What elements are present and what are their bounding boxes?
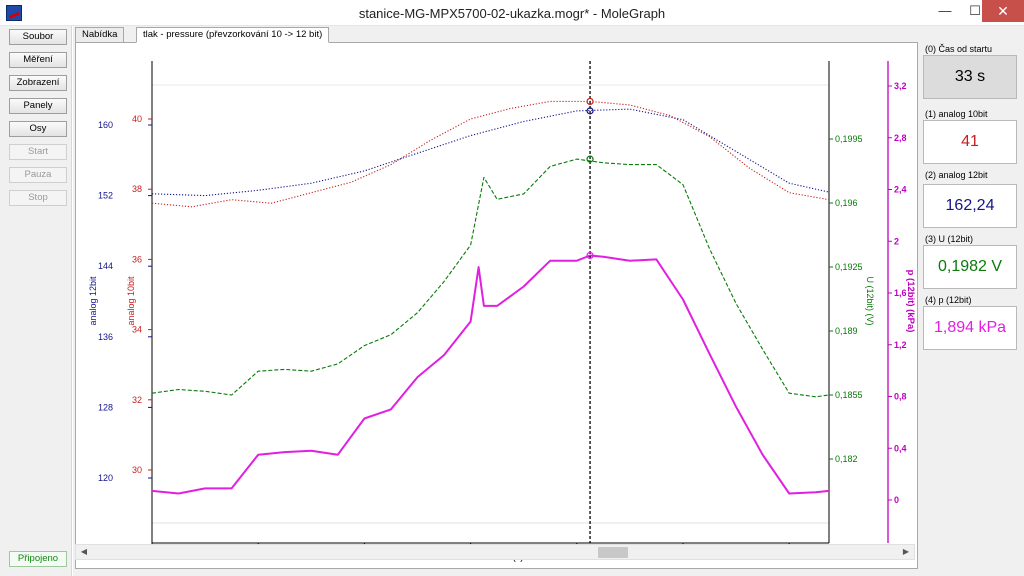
tick-label-analog10-1: 38 bbox=[132, 184, 142, 194]
series-line-p-12bit- bbox=[151, 254, 830, 495]
osy-button[interactable]: Osy bbox=[9, 121, 67, 137]
graph-panel: 0816243240481601521441361281204038363432… bbox=[75, 42, 918, 569]
tick-label-p-6: 0,8 bbox=[894, 392, 907, 402]
tick-label-U-5: 0,182 bbox=[835, 454, 858, 464]
panely-button[interactable]: Panely bbox=[9, 98, 67, 114]
tick-label-p-1: 2,8 bbox=[894, 133, 907, 143]
tick-label-p-5: 1,2 bbox=[894, 340, 907, 350]
readout-panel: (0) Čas od startu 33 s (1) analog 10bit … bbox=[919, 26, 1024, 576]
tick-label-U-0: 0,1995 bbox=[835, 134, 863, 144]
tick-label-analog12-2: 144 bbox=[98, 261, 113, 271]
tick-label-p-4: 1,6 bbox=[894, 288, 907, 298]
tick-label-analog12-1: 152 bbox=[98, 191, 113, 201]
cursor-marker-3 bbox=[586, 251, 594, 260]
readout-label-U: (3) U (12bit) bbox=[925, 234, 974, 244]
molegraph-app-icon bbox=[6, 5, 22, 21]
window-title: stanice-MG-MPX5700-02-ukazka.mogr* - Mol… bbox=[358, 6, 666, 21]
tick-label-U-4: 0,1855 bbox=[835, 390, 863, 400]
maximize-button[interactable]: ☐ bbox=[969, 3, 981, 18]
tick-label-analog10-5: 30 bbox=[132, 465, 142, 475]
tab-nabidka[interactable]: Nabídka bbox=[75, 27, 125, 43]
horizontal-scrollbar[interactable]: ◀ ▶ bbox=[75, 544, 915, 560]
cursor-marker-1 bbox=[586, 107, 594, 115]
scroll-left-icon[interactable]: ◀ bbox=[80, 547, 88, 556]
mereni-button[interactable]: Měření bbox=[9, 52, 67, 68]
tick-label-analog10-3: 34 bbox=[132, 325, 142, 335]
pauza-button[interactable]: Pauza bbox=[9, 167, 67, 183]
stop-button[interactable]: Stop bbox=[9, 190, 67, 206]
tick-label-U-3: 0,189 bbox=[835, 326, 858, 336]
axis-label-analog12: analog 12bit bbox=[88, 276, 98, 326]
series-line-analog-10bit bbox=[151, 100, 830, 208]
zobrazeni-button[interactable]: Zobrazení bbox=[9, 75, 67, 91]
tick-label-U-2: 0,1925 bbox=[835, 262, 863, 272]
tick-label-analog10-2: 36 bbox=[132, 254, 142, 264]
minimize-button[interactable]: — bbox=[938, 3, 952, 18]
tick-label-analog12-0: 160 bbox=[98, 120, 113, 130]
left-sidebar: Soubor Měření Zobrazení Panely Osy Start… bbox=[0, 26, 72, 576]
tick-label-p-8: 0 bbox=[894, 495, 899, 505]
tick-label-p-3: 2 bbox=[894, 236, 899, 246]
readout-value-p: 1,894 kPa bbox=[923, 306, 1017, 350]
tick-label-analog12-4: 128 bbox=[98, 402, 113, 412]
readout-label-analog10: (1) analog 10bit bbox=[925, 109, 988, 119]
tick-label-p-2: 2,4 bbox=[894, 185, 907, 195]
tick-label-p-0: 3,2 bbox=[894, 81, 907, 91]
title-bar: stanice-MG-MPX5700-02-ukazka.mogr* - Mol… bbox=[0, 0, 1024, 26]
readout-value-analog12: 162,24 bbox=[923, 184, 1017, 228]
scroll-right-icon[interactable]: ▶ bbox=[902, 547, 910, 556]
scroll-thumb[interactable] bbox=[598, 547, 628, 558]
tick-label-analog10-0: 40 bbox=[132, 114, 142, 124]
readout-value-analog10: 41 bbox=[923, 120, 1017, 164]
readout-label-time: (0) Čas od startu bbox=[925, 44, 993, 54]
readout-value-U: 0,1982 V bbox=[923, 245, 1017, 289]
tab-tlak-pressure[interactable]: tlak - pressure (převzorkování 10 -> 12 … bbox=[136, 27, 330, 43]
readout-label-p: (4) p (12bit) bbox=[925, 295, 972, 305]
series-line-analog-12bit bbox=[151, 108, 830, 197]
readout-label-analog12: (2) analog 12bit bbox=[925, 170, 988, 180]
cursor-marker-2 bbox=[586, 155, 594, 163]
tick-label-analog10-4: 32 bbox=[132, 395, 142, 405]
tick-label-p-7: 0,4 bbox=[894, 443, 907, 453]
tick-label-analog12-3: 136 bbox=[98, 332, 113, 342]
start-button[interactable]: Start bbox=[9, 144, 67, 160]
tick-label-U-1: 0,196 bbox=[835, 198, 858, 208]
axis-label-p: p (12bit) (kPa) bbox=[905, 270, 916, 333]
close-button[interactable]: ✕ bbox=[982, 0, 1024, 22]
axis-label-analog10: analog 10bit bbox=[126, 276, 136, 326]
main-area: Nabídka tlak - pressure (převzorkování 1… bbox=[73, 26, 919, 576]
tick-label-analog12-5: 120 bbox=[98, 473, 113, 483]
series-line-u-12bit- bbox=[151, 158, 830, 398]
soubor-button[interactable]: Soubor bbox=[9, 29, 67, 45]
cursor-marker-0 bbox=[586, 97, 594, 106]
connection-status: Připojeno bbox=[9, 551, 67, 567]
axis-label-U: U (12bit) (V) bbox=[865, 276, 875, 325]
pressure-graph[interactable]: 0816243240481601521441361281204038363432… bbox=[76, 43, 917, 568]
readout-value-time: 33 s bbox=[923, 55, 1017, 99]
